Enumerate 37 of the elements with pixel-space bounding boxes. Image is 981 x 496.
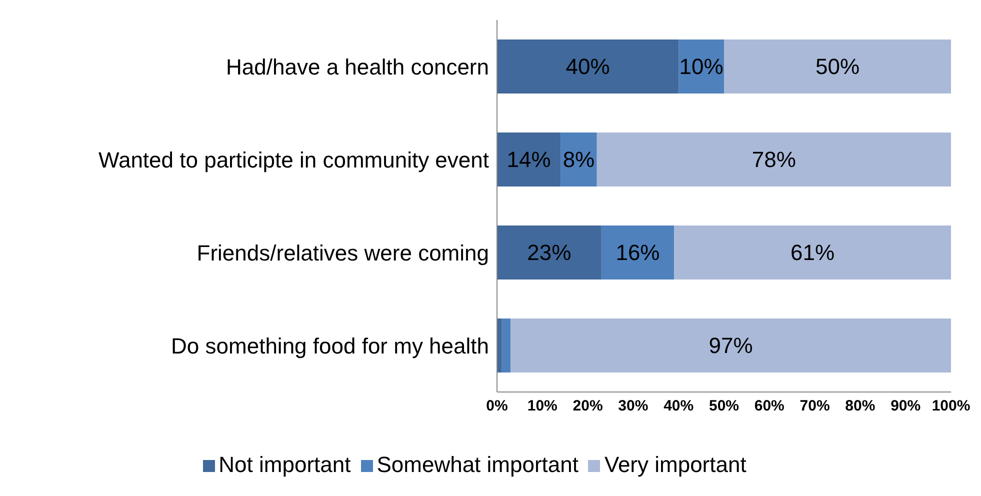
legend-label: Very important [604,452,746,477]
bar [497,132,561,187]
bar [502,318,511,373]
data-label: 23% [527,240,572,266]
bar [674,226,951,280]
data-label: 78% [752,147,796,172]
x-tick-label: 10% [527,398,558,415]
data-label: 40% [566,54,610,80]
data-label: 10% [679,54,724,80]
x-tick-label: 30% [618,398,648,415]
x-tick-label: 0% [486,398,508,415]
data-label: 50% [815,54,860,80]
data-label: 97% [708,333,753,358]
data-label: 61% [790,240,835,266]
y-tick-label: Had/have a health concern [226,54,489,80]
y-tick-label: Friends/relatives were coming [196,240,489,266]
x-tick-label: 90% [890,398,921,415]
legend-label: Somewhat important [376,452,578,477]
x-tick-label: 80% [845,398,876,415]
bar [497,226,602,280]
bar [724,40,951,94]
x-tick-label: 100% [932,398,970,415]
x-tick-label: 50% [708,398,740,415]
bar [510,318,951,373]
data-label: 14% [506,147,551,172]
y-tick-label: Do something food for my health [171,333,489,358]
x-tick-label: 60% [754,398,784,415]
bar [596,132,951,187]
bar [497,40,679,94]
y-tick-label: Wanted to participte in community event [98,147,489,172]
bar [601,226,674,280]
x-tick-label: 40% [664,398,694,415]
data-label: 16% [616,240,660,266]
x-tick-label: 20% [572,398,603,415]
x-tick-label: 70% [800,398,830,415]
data-label: 8% [562,147,595,172]
legend-label: Not important [218,452,351,477]
